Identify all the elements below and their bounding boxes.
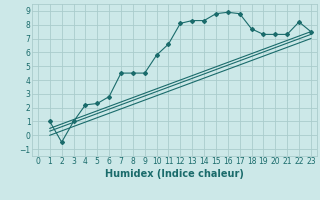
X-axis label: Humidex (Indice chaleur): Humidex (Indice chaleur) [105, 169, 244, 179]
